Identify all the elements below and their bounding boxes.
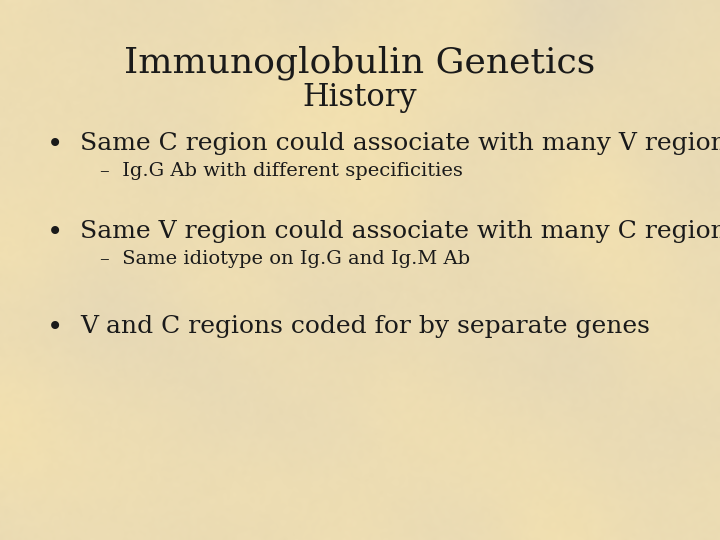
Text: Same V region could associate with many C regions: Same V region could associate with many … (80, 220, 720, 243)
Text: Same C region could associate with many V regions: Same C region could associate with many … (80, 132, 720, 155)
Text: –  Ig.G Ab with different specificities: – Ig.G Ab with different specificities (100, 162, 463, 180)
Text: •: • (47, 220, 63, 247)
Text: –  Same idiotype on Ig.G and Ig.M Ab: – Same idiotype on Ig.G and Ig.M Ab (100, 250, 470, 268)
Text: •: • (47, 315, 63, 342)
Text: History: History (302, 82, 418, 113)
Text: •: • (47, 132, 63, 159)
Text: V and C regions coded for by separate genes: V and C regions coded for by separate ge… (80, 315, 650, 338)
Text: Immunoglobulin Genetics: Immunoglobulin Genetics (125, 45, 595, 79)
